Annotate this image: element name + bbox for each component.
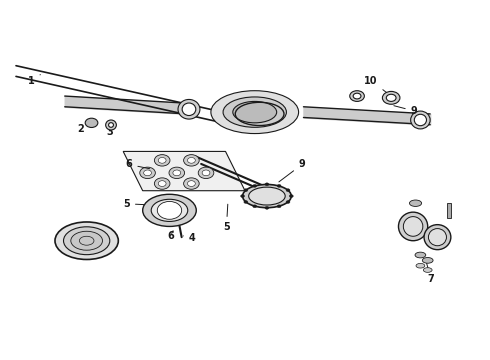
Circle shape [158,157,166,163]
Circle shape [154,178,170,189]
Circle shape [286,189,290,192]
Circle shape [198,167,214,179]
Circle shape [353,93,361,99]
Ellipse shape [151,199,188,221]
Circle shape [244,201,248,203]
Ellipse shape [415,114,426,126]
Circle shape [188,181,196,186]
Ellipse shape [423,268,432,273]
Ellipse shape [243,184,291,208]
Ellipse shape [416,264,425,268]
Text: 8: 8 [270,192,289,202]
Ellipse shape [109,123,114,127]
Circle shape [169,167,185,179]
Circle shape [350,91,365,102]
Text: 5: 5 [123,199,149,209]
Text: 1: 1 [28,75,40,86]
Ellipse shape [403,217,423,236]
Text: 2: 2 [77,124,89,134]
Ellipse shape [178,99,200,119]
Circle shape [253,205,257,208]
Text: 7: 7 [426,261,435,284]
Ellipse shape [223,97,287,127]
Circle shape [184,178,199,189]
Ellipse shape [415,252,426,258]
Circle shape [265,183,269,186]
Circle shape [144,170,151,176]
Ellipse shape [233,102,277,123]
Ellipse shape [411,111,430,129]
Circle shape [277,205,281,208]
Circle shape [202,170,210,176]
FancyBboxPatch shape [447,203,451,217]
Ellipse shape [422,257,433,263]
Polygon shape [123,152,245,191]
Circle shape [382,91,400,104]
Circle shape [277,184,281,187]
Text: 6: 6 [167,231,174,241]
Ellipse shape [410,200,421,206]
Ellipse shape [398,212,428,241]
Circle shape [244,189,248,192]
Circle shape [85,118,98,127]
Ellipse shape [143,194,196,226]
Circle shape [289,195,293,198]
Circle shape [158,181,166,186]
Ellipse shape [428,229,446,246]
Ellipse shape [424,225,451,249]
Text: 5: 5 [223,204,230,232]
Text: 10: 10 [365,76,387,93]
Text: 9: 9 [394,106,417,116]
Text: 3: 3 [106,127,113,138]
Ellipse shape [211,91,298,134]
Ellipse shape [55,222,118,260]
Circle shape [188,157,196,163]
Ellipse shape [248,187,285,205]
Ellipse shape [106,120,116,130]
Ellipse shape [71,231,102,250]
Ellipse shape [182,103,196,116]
Circle shape [253,184,257,187]
Text: 6: 6 [125,159,150,170]
Text: 4: 4 [183,233,196,243]
Text: 9: 9 [279,159,305,182]
Ellipse shape [64,227,110,255]
Circle shape [386,94,396,102]
Circle shape [265,206,269,209]
Circle shape [157,202,182,219]
Circle shape [286,201,290,203]
Circle shape [241,195,245,198]
Circle shape [173,170,181,176]
Circle shape [154,155,170,166]
Circle shape [184,155,199,166]
Circle shape [140,167,155,179]
